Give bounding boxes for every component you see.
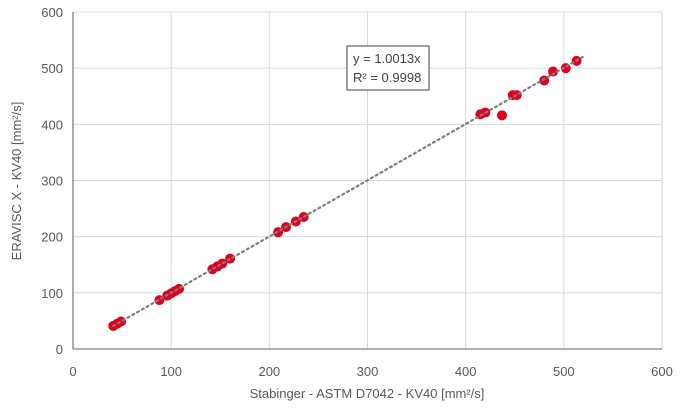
x-tick-label: 200	[258, 364, 280, 379]
y-tick-label: 200	[41, 230, 63, 245]
x-tick-label: 0	[69, 364, 76, 379]
r-squared-text: R² = 0.9998	[353, 70, 421, 85]
data-point	[496, 110, 507, 121]
tick-labels: 0 100 200 300 400 500 600 0 100 200 300 400 500 600	[41, 5, 673, 379]
axes	[72, 12, 662, 350]
y-tick-label: 100	[41, 286, 63, 301]
y-tick-label: 0	[56, 342, 63, 357]
x-tick-label: 500	[553, 364, 575, 379]
trendline-path	[112, 54, 586, 328]
y-tick-label: 500	[41, 61, 63, 76]
equation-text: y = 1.0013x	[353, 51, 421, 66]
x-tick-label: 100	[160, 364, 182, 379]
data-point	[174, 283, 185, 294]
y-tick-label: 300	[41, 174, 63, 189]
trendline	[112, 54, 586, 328]
y-axis-label: ERAVISC X - KV40 [mm²/s]	[9, 102, 24, 261]
data-point	[539, 75, 550, 86]
data-point	[116, 316, 127, 327]
x-axis-label: Stabinger - ASTM D7042 - KV40 [mm²/s]	[250, 386, 485, 401]
x-tick-label: 600	[651, 364, 673, 379]
y-tick-label: 400	[41, 117, 63, 132]
x-tick-label: 300	[357, 364, 379, 379]
equation-box: y = 1.0013x R² = 0.9998	[346, 45, 430, 91]
y-tick-label: 600	[41, 5, 63, 20]
x-tick-label: 400	[455, 364, 477, 379]
data-point	[548, 66, 559, 77]
